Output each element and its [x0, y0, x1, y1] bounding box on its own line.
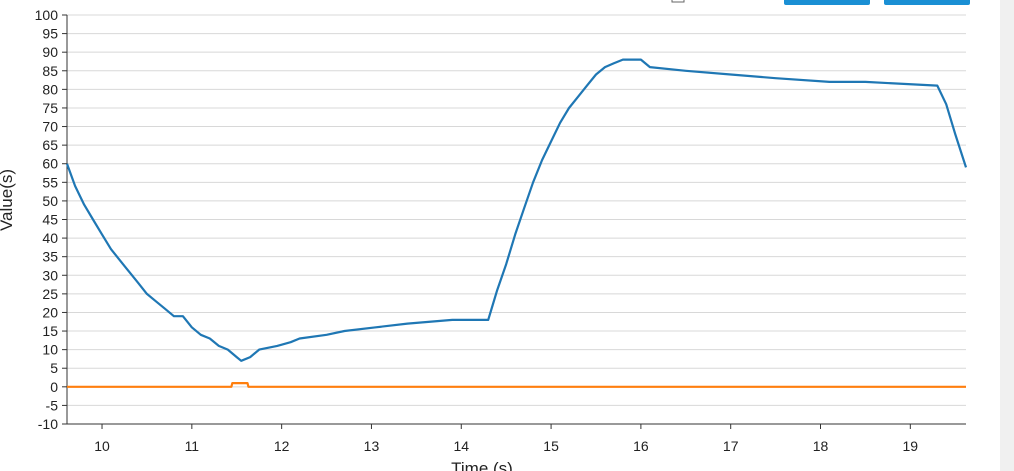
y-tick-label: 65	[42, 137, 58, 153]
x-tick-label: 17	[723, 438, 739, 454]
x-tick-label: 16	[633, 438, 649, 454]
x-tick-label: 15	[543, 438, 559, 454]
x-tick-label: 19	[903, 438, 919, 454]
button-label: Show All	[902, 0, 952, 1]
y-tick-label: 25	[42, 286, 58, 302]
x-axis-label: Time (s)	[451, 459, 513, 471]
x-tick-label: 10	[94, 438, 110, 454]
zoom-button[interactable]	[784, 0, 870, 5]
y-tick-label: 70	[42, 119, 58, 135]
button-label: Zoom	[810, 0, 843, 1]
y-tick-label: 45	[42, 212, 58, 228]
x-tick-label: 12	[274, 438, 290, 454]
y-tick-label: 95	[42, 26, 58, 42]
y-tick-label: -5	[46, 397, 59, 413]
y-tick-label: 60	[42, 156, 58, 172]
y-tick-label: 5	[50, 360, 58, 376]
y-tick-label: 80	[42, 81, 58, 97]
checkbox-label: Show Points	[690, 0, 763, 1]
y-tick-label: 15	[42, 323, 58, 339]
y-tick-label: 55	[42, 174, 58, 190]
y-tick-label: 10	[42, 342, 58, 358]
y-tick-label: 20	[42, 304, 58, 320]
data-line	[65, 58, 968, 362]
y-tick-label: 40	[42, 230, 58, 246]
x-tick-label: 13	[364, 438, 380, 454]
x-tick-label: 14	[453, 438, 469, 454]
y-axis-label: Value(s)	[0, 169, 16, 231]
scrollbar	[1000, 0, 1014, 471]
checkbox[interactable]	[671, 0, 685, 3]
y-tick-label: 100	[35, 7, 59, 23]
y-tick-label: 85	[42, 63, 58, 79]
y-tick-label: 30	[42, 267, 58, 283]
data-line	[67, 382, 966, 388]
show-all-button[interactable]	[884, 0, 970, 5]
y-tick-label: 90	[42, 44, 58, 60]
y-tick-label: 75	[42, 100, 58, 116]
x-tick-label: 11	[185, 438, 200, 454]
y-tick-label: 35	[42, 249, 58, 265]
y-tick-label: 50	[42, 193, 58, 209]
y-tick-label: 0	[50, 379, 58, 395]
x-tick-label: 18	[813, 438, 829, 454]
y-tick-label: -10	[38, 416, 58, 432]
